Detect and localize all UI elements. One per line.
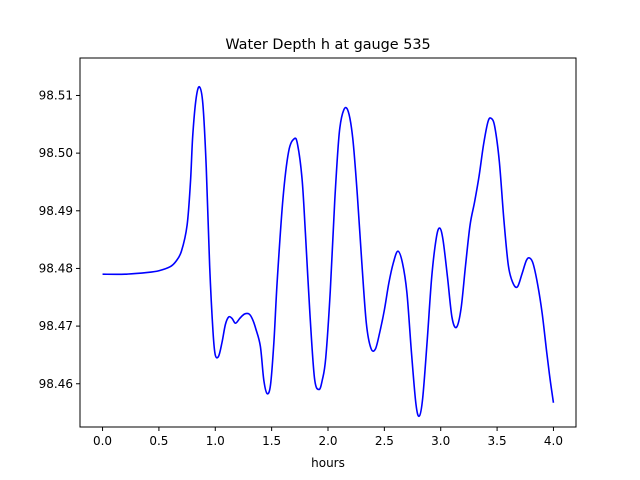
y-tick-label: 98.49 xyxy=(39,204,73,218)
y-tick-label: 98.47 xyxy=(39,319,73,333)
chart-title: Water Depth h at gauge 535 xyxy=(225,37,430,53)
y-tick-label: 98.46 xyxy=(39,377,73,391)
y-axis: 98.46 98.47 98.48 98.49 98.50 98.51 xyxy=(39,88,80,391)
x-tick-label: 3.0 xyxy=(431,434,450,448)
x-tick-label: 4.0 xyxy=(544,434,563,448)
x-tick-label: 1.0 xyxy=(206,434,225,448)
y-tick-label: 98.50 xyxy=(39,146,73,160)
x-tick-label: 0.0 xyxy=(93,434,112,448)
x-tick-label: 2.5 xyxy=(375,434,394,448)
plot-area xyxy=(102,85,555,418)
x-tick-label: 1.5 xyxy=(262,434,281,448)
series-line xyxy=(102,85,555,418)
x-tick-label: 0.5 xyxy=(149,434,168,448)
y-tick-label: 98.51 xyxy=(39,88,73,102)
x-tick-label: 2.0 xyxy=(318,434,337,448)
axes-frame xyxy=(79,57,577,428)
x-tick-label: 3.5 xyxy=(488,434,507,448)
x-axis-label: hours xyxy=(311,456,345,470)
x-axis: 0.0 0.5 1.0 1.5 2.0 2.5 3.0 3.5 4.0 xyxy=(93,427,563,448)
y-tick-label: 98.48 xyxy=(39,261,73,275)
